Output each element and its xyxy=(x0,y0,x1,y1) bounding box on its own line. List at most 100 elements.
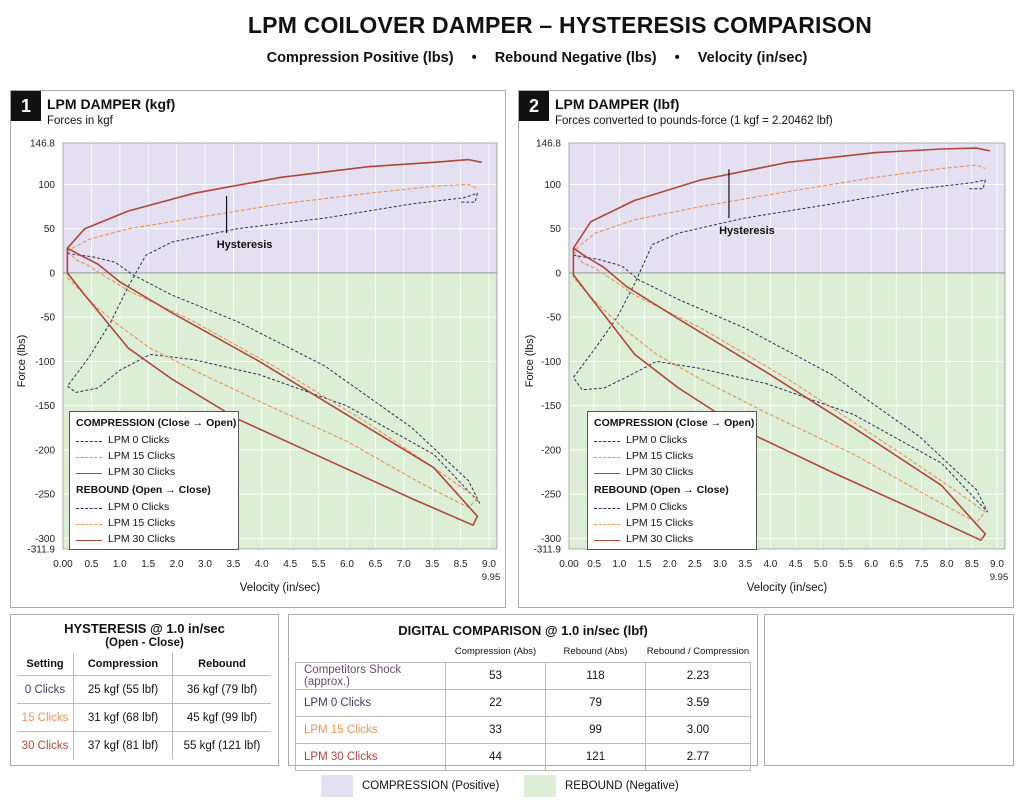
panel-number: 2 xyxy=(519,91,549,121)
legend-rebound-heading: REBOUND (Open → Close) xyxy=(594,484,729,496)
x-tick-label: 9.0 xyxy=(990,559,1004,570)
y-tick-label: 0 xyxy=(49,268,55,279)
hysteresis-chart-lbf: 0.00 0.5 1.0 1.5 2.0 2.5 3.0 3.5 4.0 4.5 5.0 5.5 6.0… xyxy=(524,139,1008,595)
table-cell: 53 xyxy=(445,662,546,690)
table-cell: 2.77 xyxy=(645,743,751,771)
table-cell: 0 Clicks xyxy=(17,675,74,704)
y-tick-label: -150 xyxy=(35,401,55,412)
column-header: Compression xyxy=(73,653,173,676)
compression-key-swatch xyxy=(321,775,353,797)
x-tick-label: 5.5 xyxy=(312,559,326,570)
y-tick-label: 146.8 xyxy=(536,139,561,150)
y-tick-label: 100 xyxy=(38,180,55,191)
chart-panel-lbf: 2 LPM DAMPER (lbf) Forces converted to p… xyxy=(518,90,1014,608)
hysteresis-annotation: Hysteresis xyxy=(217,239,273,251)
rebound-key-swatch xyxy=(524,775,556,797)
subtitle-rebound: Rebound Negative (lbs) xyxy=(494,50,657,66)
x-tick-label: 0.5 xyxy=(84,559,98,570)
legend-compression-heading: COMPRESSION (Close → Open) xyxy=(594,417,755,429)
compression-region xyxy=(569,143,1005,273)
series-line-lpm-15-clicks xyxy=(572,164,986,524)
series-line-lpm-0-clicks xyxy=(66,192,481,504)
x-tick-label: 2.0 xyxy=(170,559,184,570)
y-tick-label: -200 xyxy=(541,445,561,456)
table-header-row: Compression (Abs) Rebound (Abs) Rebound … xyxy=(296,640,751,663)
table-cell: Competitors Shock (approx.) xyxy=(295,662,446,690)
x-axis-label: Velocity (in/sec) xyxy=(240,582,321,594)
table-cell: LPM 0 Clicks xyxy=(295,689,446,717)
panel-title: LPM DAMPER (lbf) xyxy=(555,96,680,112)
x-tick-label: 3.0 xyxy=(713,559,727,570)
series-line-lpm-0-clicks xyxy=(572,179,988,513)
table-cell: 3.00 xyxy=(645,716,751,744)
subtitle-bullet: • xyxy=(471,50,477,66)
panel-subtitle: Forces in kgf xyxy=(47,115,113,127)
x-tick-label: 3.5 xyxy=(738,559,752,570)
plot-frame xyxy=(568,142,1006,550)
digital-table-title: DIGITAL COMPARISON @ 1.0 in/sec (lbf) xyxy=(398,623,648,638)
x-tick-label: 1.5 xyxy=(141,559,155,570)
series-line-lpm-30-clicks xyxy=(572,147,990,541)
x-tick-label: 4.5 xyxy=(789,559,803,570)
column-header: Rebound / Compression xyxy=(646,645,750,657)
hysteresis-chart-kgf: 0.00 0.5 1.0 1.5 2.0 3.0 3.5 4.0 4.5 5.5 6.0 6.5 7.0… xyxy=(16,139,501,595)
column-header: Rebound (Abs) xyxy=(563,645,628,657)
hysteresis-table-title: HYSTERESIS @ 1.0 in/sec xyxy=(64,621,225,636)
x-tick-label: 2.5 xyxy=(688,559,702,570)
x-tick-label: 3.5 xyxy=(425,559,439,570)
table-cell: 118 xyxy=(545,662,646,690)
x-tick-label: 5.0 xyxy=(814,559,828,570)
chart-legend: COMPRESSION (Close → Open) LPM 0 Clicks … xyxy=(587,411,757,550)
x-tick-label: 6.5 xyxy=(368,559,382,570)
y-tick-label: -50 xyxy=(41,313,56,324)
y-axis-label: Force (lbs) xyxy=(524,335,536,388)
y-tick-label: -300 xyxy=(541,534,561,545)
legend-compression-heading: COMPRESSION (Close → Open) xyxy=(76,417,237,429)
subtitle-compression: Compression Positive (lbs) xyxy=(266,50,454,66)
column-header xyxy=(296,640,446,663)
column-header: Rebound xyxy=(172,653,271,676)
compression-region xyxy=(63,143,497,273)
page-subtitle: Compression Positive (lbs) • Rebound Neg… xyxy=(0,50,1024,66)
x-tick-label: 6.5 xyxy=(889,559,903,570)
x-tick-label: 9.0 xyxy=(482,559,496,570)
x-tick-label: 6.0 xyxy=(340,559,354,570)
x-tick-label: 0.00 xyxy=(53,559,73,570)
y-tick-label: -311.9 xyxy=(27,545,55,556)
x-tick-label: 4.0 xyxy=(763,559,777,570)
hysteresis-annotation: Hysteresis xyxy=(719,225,775,237)
x-tick-label: 1.0 xyxy=(612,559,626,570)
y-tick-label: -300 xyxy=(35,534,55,545)
x-end-label: 9.95 xyxy=(482,572,501,583)
table-cell: 3.59 xyxy=(645,689,751,717)
table-cell: 33 xyxy=(445,716,546,744)
rebound-key-label: REBOUND (Negative) xyxy=(565,780,679,792)
x-tick-label: 1.0 xyxy=(113,559,127,570)
column-header: Setting xyxy=(17,653,74,676)
table-cell: 31 kgf (68 lbf) xyxy=(73,703,173,732)
table-row: Competitors Shock (approx.) 53 118 2.23 xyxy=(295,662,751,690)
table-row: LPM 15 Clicks 33 99 3.00 xyxy=(295,716,751,744)
table-row: 15 Clicks 31 kgf (68 lbf) 45 kgf (99 lbf… xyxy=(17,703,271,732)
y-tick-label: 146.8 xyxy=(30,139,55,150)
legend-rebound-heading: REBOUND (Open → Close) xyxy=(76,484,211,496)
x-axis-label: Velocity (in/sec) xyxy=(747,582,828,594)
x-tick-label: 4.5 xyxy=(283,559,297,570)
x-tick-label: 0.5 xyxy=(587,559,601,570)
compression-key-label: COMPRESSION (Positive) xyxy=(362,780,500,792)
table-cell: 45 kgf (99 lbf) xyxy=(172,703,271,732)
y-tick-label: 100 xyxy=(544,180,561,191)
table-row: 30 Clicks 37 kgf (81 lbf) 55 kgf (121 lb… xyxy=(17,731,271,759)
y-tick-label: -100 xyxy=(541,357,561,368)
table-row: LPM 0 Clicks 22 79 3.59 xyxy=(295,689,751,717)
x-tick-label: 3.5 xyxy=(226,559,240,570)
table-cell: LPM 15 Clicks xyxy=(295,716,446,744)
digital-comparison-box: DIGITAL COMPARISON @ 1.0 in/sec (lbf) Co… xyxy=(288,614,758,771)
x-tick-label: 1.5 xyxy=(638,559,652,570)
table-cell: 15 Clicks xyxy=(17,703,74,732)
series-line-lpm-30-clicks xyxy=(66,158,482,526)
y-tick-label: -100 xyxy=(35,357,55,368)
x-tick-label: 0.00 xyxy=(559,559,579,570)
chart-panel-kgf: 1 LPM DAMPER (kgf) Forces in kgf 0.00 0.5… xyxy=(10,90,506,608)
hysteresis-table-box: HYSTERESIS @ 1.0 in/sec (Open - Close) S… xyxy=(10,614,279,766)
